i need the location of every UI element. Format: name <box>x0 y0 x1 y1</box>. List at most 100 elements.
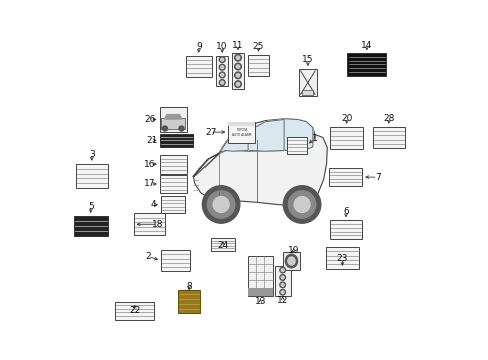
Ellipse shape <box>285 254 297 268</box>
Text: TOYOTA
AUTO ALARM: TOYOTA AUTO ALARM <box>232 128 251 136</box>
Bar <box>74 216 108 236</box>
Bar <box>178 290 200 313</box>
Bar <box>228 122 255 126</box>
Bar <box>329 127 363 149</box>
Text: 3: 3 <box>89 150 95 158</box>
Bar <box>160 175 186 193</box>
Bar <box>302 90 313 95</box>
Text: 17: 17 <box>144 180 156 189</box>
Bar <box>161 196 185 213</box>
Circle shape <box>234 72 241 79</box>
Text: 12: 12 <box>276 296 288 305</box>
Bar <box>228 122 255 143</box>
Text: 2: 2 <box>145 252 150 261</box>
Circle shape <box>219 72 224 78</box>
Circle shape <box>219 57 224 63</box>
Text: 4: 4 <box>150 200 156 209</box>
Bar <box>328 168 362 186</box>
Bar <box>160 155 186 174</box>
Text: 27: 27 <box>204 128 216 136</box>
Text: 23: 23 <box>336 254 347 263</box>
Circle shape <box>236 56 239 59</box>
Text: 22: 22 <box>129 306 140 315</box>
Circle shape <box>294 197 309 212</box>
Circle shape <box>279 267 285 273</box>
Bar <box>210 238 235 251</box>
Text: 9: 9 <box>196 42 201 51</box>
Polygon shape <box>249 120 284 151</box>
Bar <box>274 266 290 296</box>
Text: 15: 15 <box>302 55 313 64</box>
Bar <box>247 256 272 296</box>
Circle shape <box>179 126 183 131</box>
Text: 1: 1 <box>311 134 317 143</box>
Text: 20: 20 <box>340 114 352 122</box>
Bar <box>298 69 316 96</box>
Circle shape <box>202 186 239 223</box>
Polygon shape <box>193 134 326 206</box>
Ellipse shape <box>287 257 295 265</box>
Bar <box>76 164 107 188</box>
Circle shape <box>281 276 284 279</box>
Circle shape <box>219 80 224 85</box>
Circle shape <box>219 64 224 70</box>
Circle shape <box>234 54 241 61</box>
Circle shape <box>236 65 239 68</box>
Circle shape <box>220 66 223 69</box>
Circle shape <box>281 269 284 271</box>
Bar <box>347 53 386 76</box>
Bar <box>216 56 228 86</box>
Text: 16: 16 <box>144 160 156 168</box>
Bar <box>159 107 186 132</box>
Bar <box>286 137 306 154</box>
Text: 19: 19 <box>288 246 299 255</box>
Circle shape <box>220 81 223 84</box>
Circle shape <box>279 289 285 295</box>
Text: 10: 10 <box>216 41 227 50</box>
Text: 28: 28 <box>383 114 394 122</box>
Circle shape <box>213 197 228 212</box>
Text: 11: 11 <box>232 40 244 49</box>
Circle shape <box>207 191 234 218</box>
Bar <box>133 213 165 235</box>
Bar <box>372 127 404 148</box>
Circle shape <box>281 291 284 294</box>
Circle shape <box>279 282 285 288</box>
Text: 5: 5 <box>88 202 94 211</box>
Bar <box>247 288 272 296</box>
Circle shape <box>236 74 239 77</box>
Bar <box>185 56 211 77</box>
Circle shape <box>220 58 223 61</box>
Circle shape <box>279 275 285 280</box>
Text: 26: 26 <box>144 115 156 124</box>
Text: 14: 14 <box>361 40 372 49</box>
Polygon shape <box>164 114 181 119</box>
Text: 18: 18 <box>151 220 163 229</box>
Bar <box>115 302 154 320</box>
Bar <box>247 55 268 76</box>
Bar <box>329 220 361 239</box>
Bar <box>161 250 190 271</box>
Bar <box>231 53 244 89</box>
Bar <box>161 118 185 129</box>
Text: 21: 21 <box>145 136 157 145</box>
Bar <box>325 247 358 269</box>
Text: 6: 6 <box>343 207 348 216</box>
Circle shape <box>236 82 239 86</box>
Polygon shape <box>285 119 312 150</box>
Circle shape <box>220 73 223 76</box>
Circle shape <box>234 63 241 70</box>
Polygon shape <box>220 131 247 152</box>
Circle shape <box>288 191 315 218</box>
Text: 13: 13 <box>254 297 265 306</box>
Text: 8: 8 <box>186 282 192 291</box>
Bar <box>159 134 192 147</box>
Text: 24: 24 <box>217 241 228 250</box>
Circle shape <box>283 186 320 223</box>
Circle shape <box>162 126 167 131</box>
Text: 25: 25 <box>252 41 264 50</box>
Circle shape <box>281 283 284 286</box>
Polygon shape <box>219 119 314 153</box>
Text: 7: 7 <box>374 173 380 181</box>
Circle shape <box>234 81 241 87</box>
